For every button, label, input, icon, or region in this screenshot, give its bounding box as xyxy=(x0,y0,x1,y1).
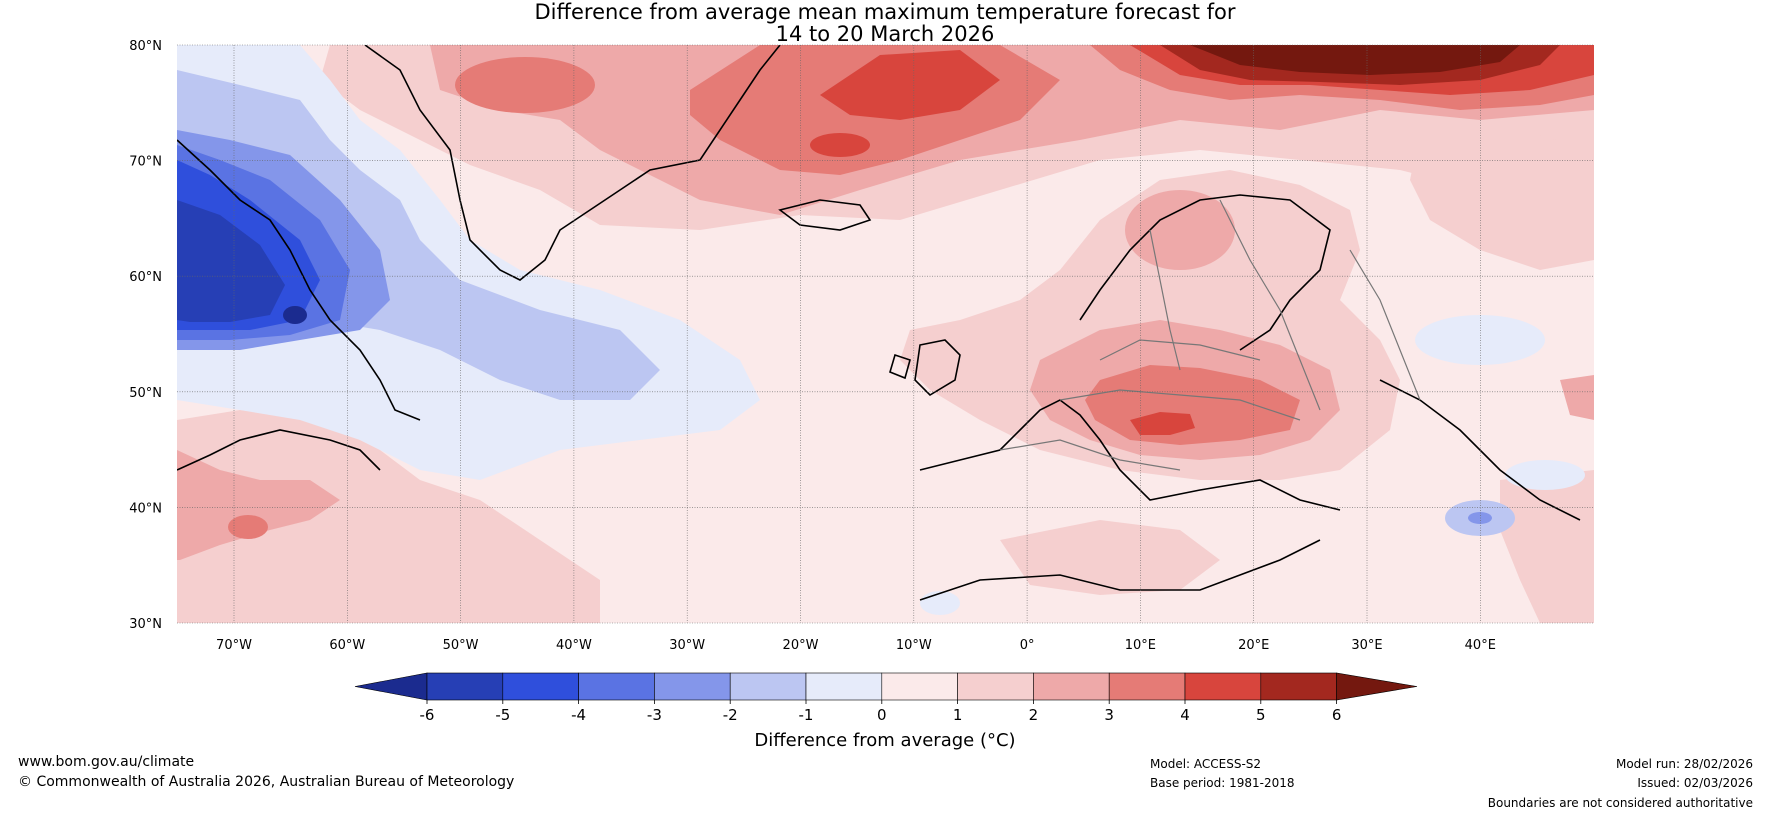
warm-anomaly-east xyxy=(1410,130,1594,270)
longitude-label: 10°E xyxy=(1125,638,1156,653)
colorbar-swatch xyxy=(1260,672,1337,701)
colorbar-swatch xyxy=(1108,672,1186,701)
colorbar-tick-label: -1 xyxy=(799,706,814,724)
warm-core-east-greenland xyxy=(455,57,595,113)
model-run-text: Model run: 28/02/2026 xyxy=(1615,757,1753,771)
map-title-line2: 14 to 20 March 2026 xyxy=(775,22,995,46)
longitude-labels: 70°W 60°W 50°W 40°W 30°W 20°W 10°W 0° 10°E 20°E 30… xyxy=(216,638,1496,653)
colorbar-tick-label: 6 xyxy=(1332,706,1342,724)
colorbar-tick-label: 1 xyxy=(953,706,963,724)
cold-anomaly-sahara xyxy=(920,591,960,615)
colorbar-tick-label: 4 xyxy=(1180,706,1190,724)
colorbar-swatch xyxy=(957,672,1034,701)
colorbar-tick-label: -4 xyxy=(571,706,586,724)
latitude-labels: 80°N 70°N 60°N 50°N 40°N 30°N xyxy=(129,39,162,632)
cold-anomaly-extreme xyxy=(283,306,307,324)
longitude-label: 50°W xyxy=(443,638,479,653)
issued-text: Issued: 02/03/2026 xyxy=(1637,776,1753,790)
website-text: www.bom.gov.au/climate xyxy=(18,754,195,770)
cold-anomaly-deep xyxy=(177,200,285,322)
colorbar-swatch xyxy=(578,672,655,701)
warm-core-us-east xyxy=(228,515,268,539)
latitude-label: 40°N xyxy=(129,501,162,516)
warm-anomaly-southeast xyxy=(1500,470,1594,623)
colorbar-tick-label: 3 xyxy=(1104,706,1114,724)
latitude-label: 70°N xyxy=(129,155,162,170)
warm-core-svalbard xyxy=(820,50,1000,120)
colorbar-title: Difference from average (°C) xyxy=(754,730,1016,751)
latitude-label: 30°N xyxy=(129,617,162,632)
colorbar-swatch xyxy=(654,672,731,701)
longitude-label: 10°W xyxy=(896,638,932,653)
colorbar-swatch xyxy=(805,672,883,701)
latitude-label: 60°N xyxy=(129,270,162,285)
colorbar-swatch xyxy=(881,672,958,701)
colorbar-tick-label: -3 xyxy=(647,706,662,724)
warm-anomaly-north-africa xyxy=(1000,520,1220,595)
cold-anomaly-caspian xyxy=(1505,460,1585,490)
longitude-label: 40°E xyxy=(1465,638,1496,653)
latitude-label: 80°N xyxy=(129,39,162,54)
longitude-label: 20°E xyxy=(1238,638,1269,653)
warm-anomaly-east-edge xyxy=(1560,375,1594,420)
coastlines xyxy=(177,45,1581,601)
graticule xyxy=(177,44,1594,624)
base-period-text: Base period: 1981-2018 xyxy=(1150,776,1295,790)
longitude-label: 60°W xyxy=(329,638,365,653)
country-borders xyxy=(999,199,1421,471)
extreme-core-barents xyxy=(1190,45,1520,75)
longitude-label: 40°W xyxy=(556,638,592,653)
longitude-label: 70°W xyxy=(216,638,252,653)
colorbar-swatch xyxy=(1184,672,1262,701)
colorbar-tick-label: -5 xyxy=(495,706,510,724)
colorbar-tick-label: -2 xyxy=(723,706,738,724)
longitude-label: 30°W xyxy=(669,638,705,653)
colorbar-tick-label: 2 xyxy=(1029,706,1039,724)
warm-core-alps xyxy=(1130,412,1195,435)
model-text: Model: ACCESS-S2 xyxy=(1150,757,1262,771)
longitude-label: 20°W xyxy=(783,638,819,653)
map-title-line1: Difference from average mean maximum tem… xyxy=(534,0,1236,24)
colorbar-swatch xyxy=(729,672,807,701)
warm-anomaly-us-east xyxy=(177,450,340,560)
anomaly-field xyxy=(177,45,1594,623)
colorbar-tick-label: 0 xyxy=(877,706,887,724)
colorbar-tick-label: -6 xyxy=(420,706,435,724)
colorbar-swatch xyxy=(1033,672,1110,701)
warm-anomaly-west-atlantic xyxy=(177,410,600,623)
longitude-label: 0° xyxy=(1020,638,1035,653)
warm-anomaly-sweden xyxy=(1125,190,1235,270)
copyright-text: © Commonwealth of Australia 2026, Austra… xyxy=(18,774,515,790)
colorbar-extend-low xyxy=(354,672,428,701)
warm-core-greenland-east xyxy=(810,133,870,157)
disclaimer-text: Boundaries are not considered authoritat… xyxy=(1487,796,1753,810)
colorbar-tick-label: 5 xyxy=(1256,706,1266,724)
colorbar: -6 -5 -4 -3 -2 -1 0 1 2 3 4 5 6 xyxy=(354,672,1418,724)
longitude-label: 30°E xyxy=(1351,638,1382,653)
colorbar-swatch xyxy=(502,672,579,701)
colorbar-swatch xyxy=(426,672,504,701)
colorbar-extend-high xyxy=(1336,672,1418,701)
latitude-label: 50°N xyxy=(129,386,162,401)
